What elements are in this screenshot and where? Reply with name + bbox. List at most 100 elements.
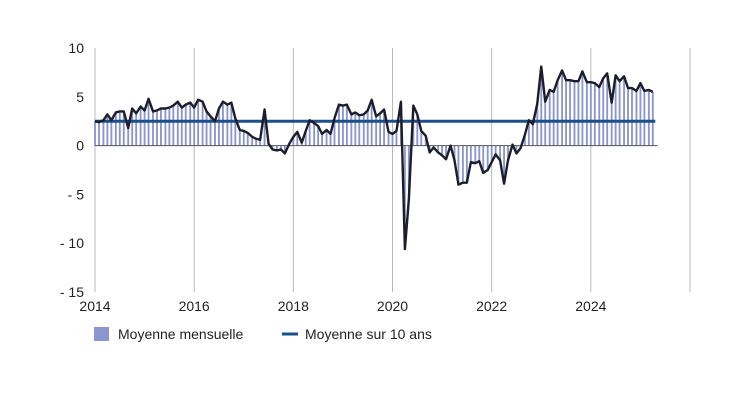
bar-40: [259, 139, 262, 146]
bar-119: [585, 82, 588, 146]
bar-64: [358, 115, 361, 146]
bar-83: [437, 145, 440, 153]
bar-76: [407, 145, 410, 200]
bar-89: [461, 145, 464, 183]
bar-118: [581, 71, 584, 146]
bar-105: [527, 120, 530, 146]
bar-70: [383, 109, 386, 146]
bar-113: [561, 70, 564, 146]
bar-49: [296, 131, 299, 146]
bar-85: [445, 145, 447, 160]
bar-35: [238, 129, 241, 146]
bar-78: [416, 114, 419, 146]
bar-65: [362, 114, 365, 146]
bar-51: [304, 130, 307, 146]
x-tick-2020: 2020: [377, 298, 408, 314]
bar-26: [201, 101, 204, 146]
bar-95: [486, 145, 489, 170]
bar-53: [313, 123, 316, 146]
bar-75: [403, 145, 406, 250]
bar-14: [152, 111, 154, 146]
bar-2: [102, 120, 105, 146]
bar-33: [230, 102, 233, 146]
bar-45: [280, 145, 282, 150]
bar-27: [205, 111, 208, 146]
bar-133: [643, 90, 646, 146]
bar-12: [143, 110, 146, 146]
y-axis: 10 5 0 - 5 - 10 - 15: [60, 40, 84, 300]
bar-66: [366, 110, 369, 146]
bar-88: [457, 145, 460, 185]
bar-109: [544, 101, 547, 146]
bar-29: [214, 121, 216, 146]
bar-21: [180, 107, 183, 146]
bar-127: [618, 81, 621, 146]
bar-110: [548, 89, 551, 146]
bar-34: [234, 118, 237, 146]
bar-104: [523, 134, 526, 146]
bar-117: [577, 81, 580, 146]
bar-54: [317, 126, 320, 146]
bar-60: [341, 105, 344, 146]
bar-124: [606, 73, 609, 146]
bar-115: [569, 80, 571, 146]
bars-group: [94, 66, 654, 250]
bar-73: [395, 130, 398, 146]
bar-15: [156, 110, 158, 146]
bar-100: [507, 145, 509, 161]
y-tick-5: - 15: [60, 284, 84, 300]
bar-96: [490, 145, 493, 163]
bar-17: [164, 108, 167, 146]
bar-0: [94, 121, 96, 146]
bar-114: [565, 80, 567, 146]
bar-130: [631, 88, 633, 146]
bar-7: [122, 111, 125, 146]
bar-108: [540, 66, 543, 146]
bar-37: [246, 132, 249, 146]
bar-16: [160, 108, 162, 146]
bar-31: [221, 101, 224, 146]
bar-94: [482, 145, 485, 173]
x-tick-2022: 2022: [476, 298, 507, 314]
bar-32: [226, 104, 229, 146]
bar-128: [623, 76, 625, 146]
legend: Moyenne mensuelle Moyenne sur 10 ans: [94, 326, 432, 342]
bar-23: [189, 102, 192, 146]
bar-123: [602, 78, 605, 146]
bar-135: [651, 91, 654, 146]
monthly-series-line: [94, 65, 654, 251]
legend-label-average: Moyenne sur 10 ans: [305, 326, 432, 342]
bar-62: [350, 114, 353, 146]
bar-22: [184, 104, 187, 146]
bar-134: [647, 89, 650, 146]
bar-69: [379, 113, 382, 146]
bar-106: [531, 124, 534, 146]
bar-129: [627, 88, 629, 146]
x-tick-2018: 2018: [278, 298, 309, 314]
bar-5: [114, 112, 117, 146]
bar-58: [333, 118, 336, 146]
bar-57: [329, 133, 332, 146]
bar-8: [127, 128, 130, 146]
bar-97: [494, 145, 497, 155]
bar-116: [573, 81, 576, 146]
bar-39: [255, 138, 258, 146]
bar-38: [251, 136, 254, 146]
bar-48: [292, 136, 295, 146]
bar-61: [345, 104, 348, 146]
bar-125: [610, 102, 613, 146]
bar-98: [499, 145, 502, 161]
bar-68: [375, 116, 378, 146]
bar-111: [552, 91, 555, 146]
bar-46: [283, 145, 286, 154]
bar-91: [469, 145, 472, 163]
monthly-line: [94, 65, 654, 251]
bar-55: [321, 133, 324, 146]
bar-50: [300, 142, 303, 146]
bar-1: [98, 122, 100, 146]
bar-18: [168, 107, 171, 146]
bar-107: [536, 103, 539, 146]
bar-93: [478, 145, 481, 162]
bar-3: [106, 114, 109, 146]
